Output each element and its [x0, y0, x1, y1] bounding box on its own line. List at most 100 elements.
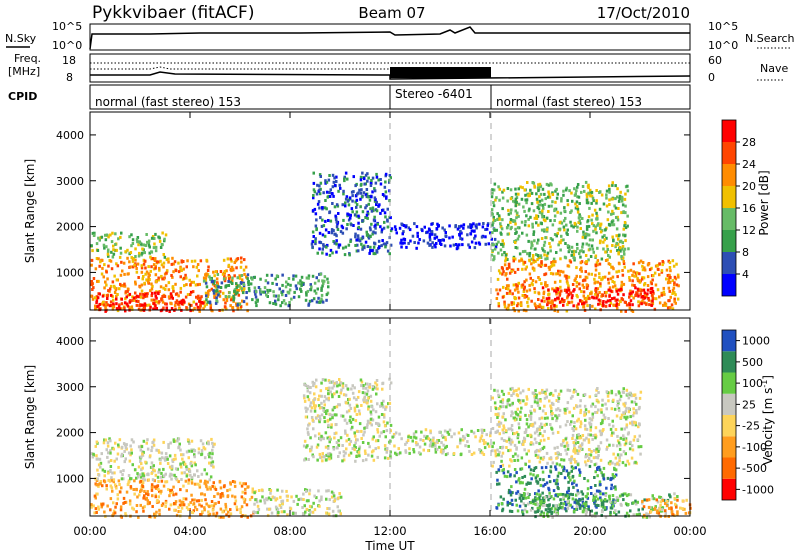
power-data-cell — [541, 286, 545, 290]
velocity-data-cell — [213, 485, 216, 489]
power-data-cell — [322, 244, 325, 248]
velocity-data-cell — [538, 432, 542, 436]
power-data-cell — [493, 182, 497, 186]
power-data-cell — [318, 206, 321, 210]
velocity-data-cell — [241, 490, 244, 494]
power-data-cell — [157, 278, 160, 282]
power-data-cell — [324, 219, 327, 223]
power-data-cell — [163, 239, 166, 243]
power-data-cell — [355, 205, 358, 209]
velocity-data-cell — [624, 417, 628, 421]
power-data-cell — [604, 259, 608, 262]
power-data-cell — [523, 280, 526, 284]
power-data-cell — [270, 273, 274, 277]
velocity-data-cell — [515, 417, 518, 421]
power-data-cell — [235, 302, 238, 306]
velocity-data-cell — [495, 470, 498, 474]
power-data-cell — [663, 292, 666, 296]
power-data-cell — [637, 261, 641, 265]
velocity-data-cell — [136, 495, 139, 499]
velocity-data-cell — [536, 403, 540, 407]
power-data-cell — [614, 298, 617, 302]
power-data-cell — [343, 179, 346, 183]
power-data-cell — [106, 297, 109, 300]
power-data-cell — [531, 279, 535, 282]
power-data-cell — [515, 196, 519, 200]
power-data-cell — [517, 234, 521, 238]
power-data-cell — [630, 294, 633, 298]
power-data-cell — [675, 262, 678, 266]
power-data-cell — [158, 268, 161, 272]
velocity-data-cell — [548, 457, 551, 461]
power-data-cell — [135, 270, 139, 274]
power-data-cell — [514, 241, 517, 244]
nsky-tick-top: 10^5 — [52, 20, 82, 33]
power-data-cell — [140, 289, 144, 293]
power-data-cell — [674, 301, 677, 305]
velocity-data-cell — [151, 505, 154, 508]
power-data-cell — [607, 281, 610, 285]
power-data-cell — [594, 225, 597, 229]
velocity-data-cell — [137, 445, 141, 449]
power-data-cell — [611, 265, 614, 269]
velocity-data-cell — [571, 433, 575, 437]
velocity-data-cell — [192, 502, 196, 506]
power-data-cell — [563, 209, 566, 213]
velocity-data-cell — [254, 498, 257, 502]
velocity-data-cell — [180, 500, 183, 504]
velocity-data-cell — [593, 449, 596, 453]
velocity-data-cell — [374, 381, 377, 385]
power-data-cell — [314, 212, 318, 216]
power-data-cell — [580, 290, 583, 293]
power-data-cell — [530, 246, 533, 250]
velocity-data-cell — [493, 388, 496, 392]
velocity-data-cell — [175, 513, 179, 517]
velocity-data-cell — [511, 503, 514, 507]
power-data-cell — [559, 257, 562, 261]
power-data-cell — [581, 235, 585, 239]
power-data-cell — [105, 301, 108, 305]
power-data-cell — [651, 278, 654, 282]
velocity-data-cell — [131, 463, 134, 467]
power-data-cell — [298, 287, 302, 291]
power-data-cell — [498, 217, 501, 221]
power-data-cell — [577, 221, 580, 225]
velocity-data-cell — [101, 484, 104, 488]
velocity-data-cell — [196, 469, 199, 473]
velocity-data-cell — [124, 512, 127, 516]
power-data-cell — [657, 268, 660, 271]
velocity-data-cell — [622, 387, 625, 391]
power-data-cell — [125, 302, 129, 306]
power-data-cell — [375, 172, 378, 176]
power-data-cell — [329, 248, 333, 252]
power-data-cell — [143, 303, 147, 307]
power-data-cell — [502, 270, 505, 274]
power-data-cell — [120, 302, 124, 306]
power-data-cell — [538, 303, 542, 307]
velocity-data-cell — [328, 457, 331, 461]
velocity-data-cell — [495, 506, 498, 510]
power-data-cell — [428, 238, 432, 242]
velocity-data-cell — [211, 441, 214, 445]
power-data-cell — [667, 278, 671, 282]
power-data-cell — [312, 196, 315, 200]
power-data-cell — [602, 247, 605, 251]
power-data-cell — [110, 240, 114, 244]
power-data-cell — [552, 257, 556, 261]
velocity-data-cell — [565, 441, 569, 445]
power-data-cell — [272, 302, 275, 305]
velocity-data-cell — [122, 477, 125, 481]
velocity-data-cell — [638, 434, 641, 438]
power-data-cell — [582, 290, 586, 294]
power-data-cell — [403, 241, 406, 245]
velocity-data-cell — [440, 448, 443, 452]
power-data-cell — [155, 307, 158, 310]
power-data-cell — [516, 304, 519, 308]
power-data-cell — [179, 275, 182, 279]
velocity-data-cell — [539, 483, 543, 487]
power-data-cell — [335, 225, 339, 229]
velocity-data-cell — [462, 438, 465, 442]
velocity-data-cell — [541, 491, 544, 495]
velocity-data-cell — [601, 398, 604, 402]
velocity-data-cell — [586, 487, 590, 491]
